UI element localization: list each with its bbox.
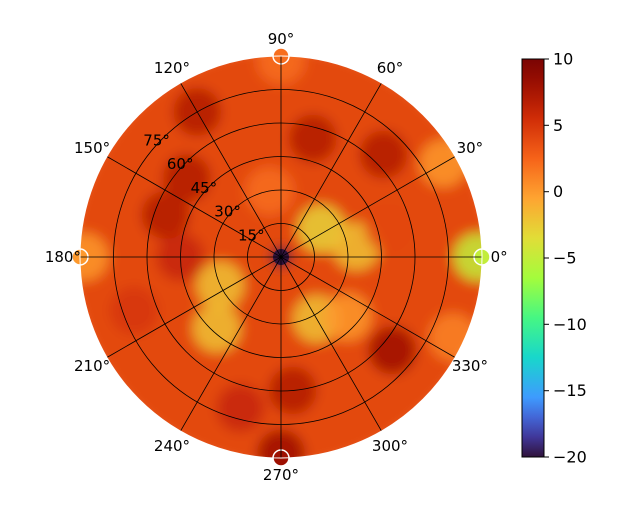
radial-tick-label: 30° bbox=[214, 203, 241, 221]
theta-tick-label: 300° bbox=[372, 437, 408, 455]
heatmap-blob-8 bbox=[162, 154, 211, 202]
polar-grid bbox=[79, 55, 483, 459]
theta-tick-label: 240° bbox=[154, 437, 190, 455]
colorbar-tick-label: −20 bbox=[553, 448, 587, 467]
radial-tick-label: 75° bbox=[143, 132, 170, 150]
radial-tick-label: 45° bbox=[191, 179, 218, 197]
theta-tick-label: 60° bbox=[377, 59, 404, 77]
radial-tick-labels: 15° 30° 45° 60° 75° bbox=[143, 132, 264, 245]
theta-tick-label: 210° bbox=[74, 357, 110, 375]
colorbar-ticks: 10 5 0 −5 −10 −15 −20 bbox=[544, 50, 587, 467]
colorbar-tick-label: −15 bbox=[553, 381, 587, 400]
radial-tick-label: 15° bbox=[238, 226, 265, 244]
heatmap-blob-10 bbox=[141, 191, 190, 239]
colorbar-tick-label: 0 bbox=[553, 182, 563, 201]
polar-frame bbox=[79, 55, 483, 459]
colorbar-bar bbox=[521, 58, 545, 458]
theta-tick-label: 180° bbox=[45, 248, 81, 266]
heatmap-blob-16 bbox=[110, 286, 159, 335]
heatmap-blob-13 bbox=[368, 326, 417, 375]
theta-tick-label: 120° bbox=[154, 59, 190, 77]
heatmap-blob-12 bbox=[288, 114, 337, 163]
radial-tick-label: 60° bbox=[167, 155, 194, 173]
colorbar-tick-label: 10 bbox=[553, 50, 573, 69]
heatmap-blob-6 bbox=[323, 292, 372, 341]
theta-tick-label: 150° bbox=[74, 139, 110, 157]
theta-tick-label: 270° bbox=[263, 466, 299, 484]
colorbar: 10 5 0 −5 −10 −15 −20 bbox=[521, 50, 587, 467]
theta-gridline-330 bbox=[280, 256, 456, 358]
heatmap-blob-11 bbox=[359, 130, 408, 179]
heatmap-blob-18 bbox=[364, 204, 413, 253]
colorbar-tick-label: −10 bbox=[553, 315, 587, 334]
theta-tick-label: 90° bbox=[268, 30, 295, 48]
theta-tick-label: 0° bbox=[491, 248, 508, 266]
theta-gridline-150 bbox=[106, 156, 282, 258]
theta-gridline-120 bbox=[180, 82, 282, 258]
theta-tick-label: 330° bbox=[452, 357, 488, 375]
heatmap-blob-4 bbox=[192, 304, 241, 353]
theta-gridline-300 bbox=[280, 256, 382, 432]
theta-gridline-210 bbox=[106, 256, 282, 358]
theta-gridline-30 bbox=[280, 156, 456, 258]
theta-tick-labels: 0° 30° 60° 90° 120° 150° 180° 210° 240° 270° 300° 3… bbox=[45, 30, 508, 484]
colorbar-tick-label: −5 bbox=[553, 249, 577, 268]
heatmap-blob-15 bbox=[216, 384, 265, 432]
theta-gridline-240 bbox=[180, 256, 282, 432]
theta-tick-label: 30° bbox=[457, 139, 484, 157]
theta-gridline-60 bbox=[280, 82, 382, 258]
colorbar-tick-label: 5 bbox=[553, 116, 563, 135]
